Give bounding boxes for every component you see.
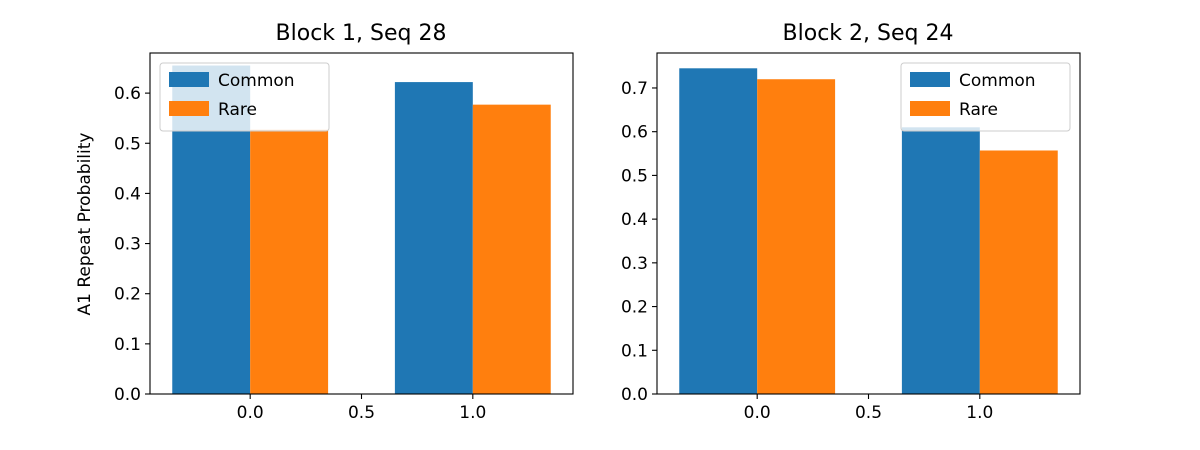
x-tick-label: 1.0 [966,403,993,423]
y-tick-label: 0.7 [621,79,648,99]
legend-label-common: Common [218,71,295,91]
y-tick-label: 0.3 [114,235,141,255]
legend-swatch-common [910,72,950,87]
y-tick-label: 0.5 [621,166,648,186]
legend-label-common: Common [959,71,1036,91]
chart-block-2: Block 2, Seq 24 0.0 0.1 0.2 0.3 0.4 0.5 0.6 0.7… [621,21,1081,423]
legend: Common Rare [159,62,330,132]
y-tick-label: 0.6 [114,84,141,104]
y-tick-label: 0.4 [621,210,648,230]
y-tick-label: 0.4 [114,184,141,204]
bar-common-0 [679,68,758,395]
bar-common-1 [394,82,473,394]
x-tick-label: 0.0 [237,403,264,423]
legend-swatch-common [169,72,209,87]
y-tick-label: 0.6 [621,123,648,143]
x-tick-label: 1.0 [459,403,486,423]
chart-title: Block 2, Seq 24 [783,21,954,46]
bar-rare-0 [250,129,329,394]
y-tick-label: 0.2 [621,298,648,318]
y-tick-label: 0.0 [621,385,648,405]
legend-swatch-rare [169,101,209,116]
bar-rare-1 [472,104,551,395]
legend-swatch-rare [910,101,950,116]
chart-block-1: Block 1, Seq 28 A1 Repeat Probability 0.… [75,21,574,423]
x-tick-label: 0.5 [348,403,375,423]
y-tick-label: 0.5 [114,134,141,154]
y-tick-label: 0.1 [114,335,141,355]
legend-label-rare: Rare [218,100,257,120]
bar-rare-0 [757,79,836,394]
legend: Common Rare [900,62,1071,132]
y-tick-label: 0.0 [114,385,141,405]
y-axis-label: A1 Repeat Probability [75,133,95,316]
chart-title: Block 1, Seq 28 [276,21,447,46]
bar-rare-1 [979,150,1058,394]
y-tick-label: 0.2 [114,285,141,305]
x-tick-label: 0.5 [855,403,882,423]
plot-area: 0.0 0.1 0.2 0.3 0.4 0.5 0.6 0.0 0.5 1.0 [114,52,574,423]
y-tick-label: 0.3 [621,254,648,274]
legend-label-rare: Rare [959,100,998,120]
y-tick-label: 0.1 [621,341,648,361]
bar-common-1 [901,127,980,394]
plot-area: 0.0 0.1 0.2 0.3 0.4 0.5 0.6 0.7 0.0 0.5 1.0 [621,52,1081,423]
x-tick-label: 0.0 [744,403,771,423]
